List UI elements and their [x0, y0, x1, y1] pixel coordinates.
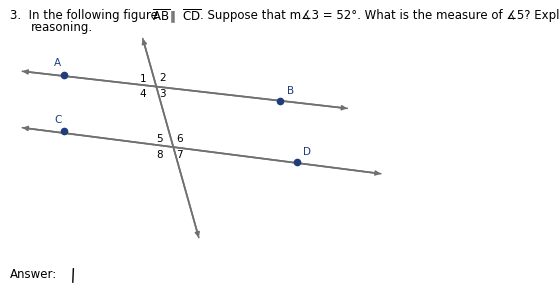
- Text: 6: 6: [176, 134, 183, 144]
- Text: 8: 8: [157, 150, 164, 160]
- Text: 3: 3: [160, 89, 166, 99]
- Text: $\overline{\mathrm{AB}}$: $\overline{\mathrm{AB}}$: [152, 9, 170, 24]
- Text: 2: 2: [160, 73, 166, 83]
- Text: 5: 5: [157, 135, 164, 144]
- Text: 1: 1: [139, 74, 146, 84]
- Text: Answer:: Answer:: [10, 268, 57, 281]
- Text: A: A: [54, 58, 61, 68]
- Text: $\overline{\mathrm{CD}}$: $\overline{\mathrm{CD}}$: [182, 9, 201, 24]
- Text: ∥: ∥: [170, 9, 175, 22]
- Text: . Suppose that m∡3 = 52°. What is the measure of ∡5? Explain your: . Suppose that m∡3 = 52°. What is the me…: [200, 9, 560, 22]
- Text: 4: 4: [139, 89, 146, 99]
- Text: C: C: [54, 115, 62, 125]
- Text: B: B: [287, 86, 293, 96]
- Text: reasoning.: reasoning.: [31, 21, 93, 34]
- Text: 7: 7: [176, 150, 183, 160]
- Text: 3.  In the following figure: 3. In the following figure: [10, 9, 162, 22]
- Text: D: D: [303, 147, 311, 157]
